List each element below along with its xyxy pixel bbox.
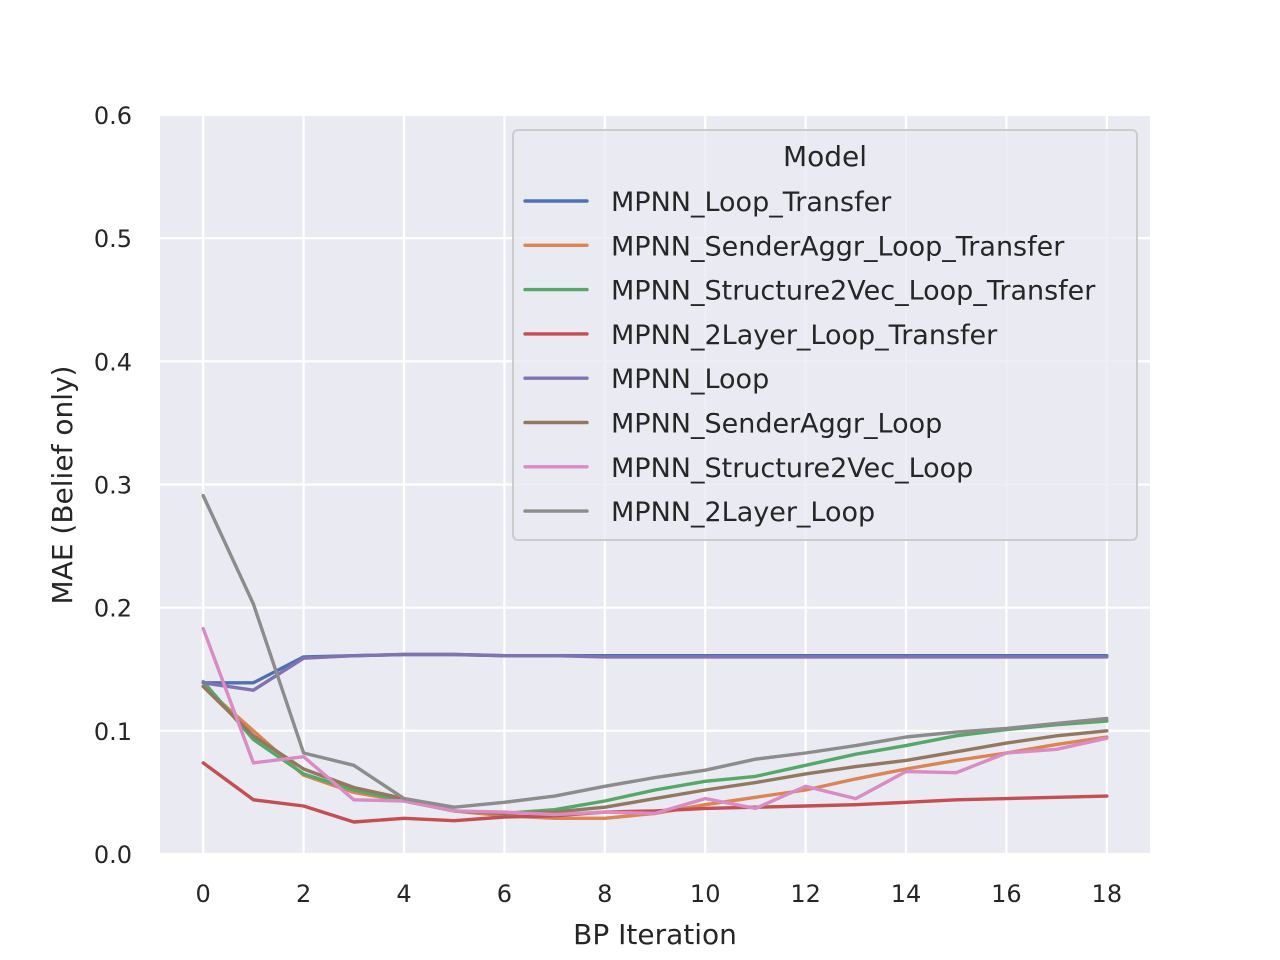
x-tick-label: 16: [991, 880, 1022, 908]
x-tick-labels: 0 2 4 6 8 10 12 14 16 18: [196, 880, 1123, 908]
series-line-mpnn-senderaggr-loop: [201, 684, 1109, 816]
series-line-mpnn-2layer-loop: [201, 493, 1109, 809]
y-tick-label: 0.1: [94, 718, 132, 746]
x-axis-label: BP Iteration: [573, 918, 737, 951]
legend-label: MPNN_2Layer_Loop: [611, 497, 875, 528]
legend-label: MPNN_SenderAggr_Loop: [611, 409, 942, 440]
legend-title: Model: [783, 140, 867, 173]
x-tick-label: 10: [690, 880, 721, 908]
legend-item: MPNN_Loop: [523, 364, 769, 395]
x-tick-label: 4: [396, 880, 411, 908]
series-line-mpnn-structure2vec-loop-transfer: [201, 679, 1109, 816]
legend-label: MPNN_Loop: [611, 364, 769, 395]
y-tick-labels: 0.0 0.1 0.2 0.3 0.4 0.5 0.6: [94, 102, 132, 869]
legend-label: MPNN_Structure2Vec_Loop: [611, 453, 973, 484]
legend-label: MPNN_Loop_Transfer: [611, 187, 892, 218]
y-tick-label: 0.6: [94, 102, 132, 130]
legend-box: [512, 129, 1138, 541]
legend-item: MPNN_SenderAggr_Loop: [523, 409, 942, 440]
legend-item: MPNN_SenderAggr_Loop_Transfer: [523, 231, 1065, 262]
series-line-mpnn-loop: [201, 652, 1109, 692]
legend-item: MPNN_Structure2Vec_Loop: [523, 453, 973, 484]
legend-label: MPNN_SenderAggr_Loop_Transfer: [611, 231, 1065, 262]
x-tick-label: 8: [597, 880, 612, 908]
x-tick-label: 12: [790, 880, 821, 908]
legend-item: MPNN_2Layer_Loop: [523, 497, 875, 528]
x-tick-label: 18: [1092, 880, 1123, 908]
x-tick-label: 6: [497, 880, 512, 908]
y-axis-label: MAE (Belief only): [46, 366, 79, 605]
legend-items: MPNN_Loop_Transfer MPNN_SenderAggr_Loop_T…: [523, 187, 1096, 528]
legend-item: MPNN_Loop_Transfer: [523, 187, 892, 218]
y-tick-label: 0.4: [94, 348, 132, 376]
x-tick-label: 2: [296, 880, 311, 908]
y-tick-label: 0.3: [94, 472, 132, 500]
legend-label: MPNN_Structure2Vec_Loop_Transfer: [611, 276, 1096, 307]
series-line-mpnn-structure2vec-loop: [201, 626, 1109, 817]
legend: Model MPNN_Loop_Transfer MPNN_SenderAggr_…: [512, 129, 1138, 541]
y-tick-label: 0.2: [94, 595, 132, 623]
x-tick-label: 0: [196, 880, 211, 908]
y-tick-label: 0.5: [94, 225, 132, 253]
legend-item: MPNN_2Layer_Loop_Transfer: [523, 320, 998, 351]
series-line-mpnn-2layer-loop-transfer: [201, 761, 1109, 824]
x-tick-label: 14: [891, 880, 922, 908]
series-lines: [201, 493, 1109, 824]
y-tick-label: 0.0: [94, 841, 132, 869]
legend-item: MPNN_Structure2Vec_Loop_Transfer: [523, 276, 1096, 307]
legend-label: MPNN_2Layer_Loop_Transfer: [611, 320, 998, 351]
